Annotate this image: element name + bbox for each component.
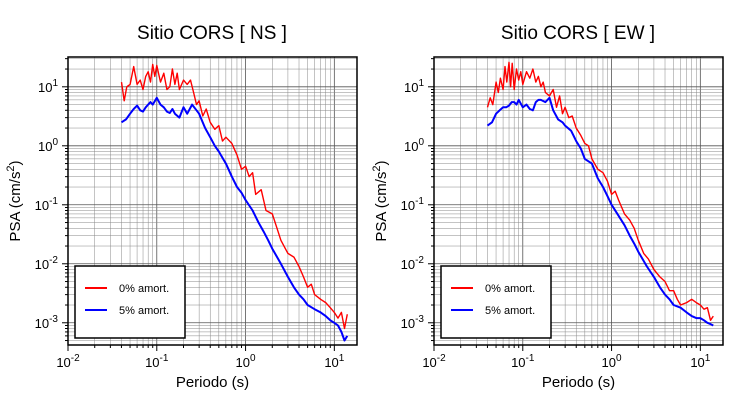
x-tick-label: 10-1: [145, 353, 169, 370]
legend-ns: 0% amort. 5% amort.: [74, 265, 186, 339]
y-tick-label: 100: [38, 137, 58, 154]
x-axis-label-ns: Periodo (s): [176, 374, 249, 391]
y-tick-label: 10-3: [35, 314, 59, 331]
series-line-damping-0-ew: [486, 61, 714, 321]
x-tick-label: 101: [324, 353, 344, 370]
x-tick-label: 100: [236, 353, 256, 370]
plot-frame-ns: [67, 56, 358, 346]
y-tick-label: 100: [404, 137, 424, 154]
series-line-damping-0-ns: [120, 63, 348, 330]
y-tick-label: 10-1: [35, 196, 59, 213]
series-line-damping-5-ns: [120, 96, 349, 342]
x-tick-label: 10-2: [56, 353, 80, 370]
x-tick-label: 100: [602, 353, 622, 370]
y-axis-label-ew: PSA (cm/s2): [371, 160, 390, 241]
legend-label: 5% amort.: [485, 305, 535, 317]
chart-panel-ns: Sitio CORS [ NS ] 10-2 10-1 100 101 101 100 10…: [5, 23, 358, 391]
legend-label: 0% amort.: [485, 283, 535, 295]
y-axis-label-ns: PSA (cm/s2): [5, 160, 24, 241]
x-axis-label-ew: Periodo (s): [542, 374, 615, 391]
x-tick-label: 101: [690, 353, 710, 370]
legend-label: 5% amort.: [119, 305, 169, 317]
plot-frame-ew: [433, 56, 724, 346]
legend-ew: 0% amort. 5% amort.: [440, 265, 552, 339]
chart-title-ew: Sitio CORS [ EW ]: [501, 23, 655, 44]
y-tick-label: 101: [38, 78, 58, 95]
grid-ew: [433, 57, 723, 345]
legend-label: 0% amort.: [119, 283, 169, 295]
y-tick-label: 10-1: [401, 196, 425, 213]
series-line-damping-5-ew: [486, 96, 714, 327]
chart-panel-ew: Sitio CORS [ EW ] 10-2 10-1 100 101 101 100 10…: [371, 23, 724, 391]
x-tick-label: 10-1: [511, 353, 535, 370]
y-tick-label: 10-2: [35, 255, 59, 272]
y-tick-label: 10-3: [401, 314, 425, 331]
chart-title-ns: Sitio CORS [ NS ]: [137, 23, 287, 44]
x-tick-label: 10-2: [422, 353, 446, 370]
y-tick-label: 101: [404, 78, 424, 95]
y-tick-label: 10-2: [401, 255, 425, 272]
